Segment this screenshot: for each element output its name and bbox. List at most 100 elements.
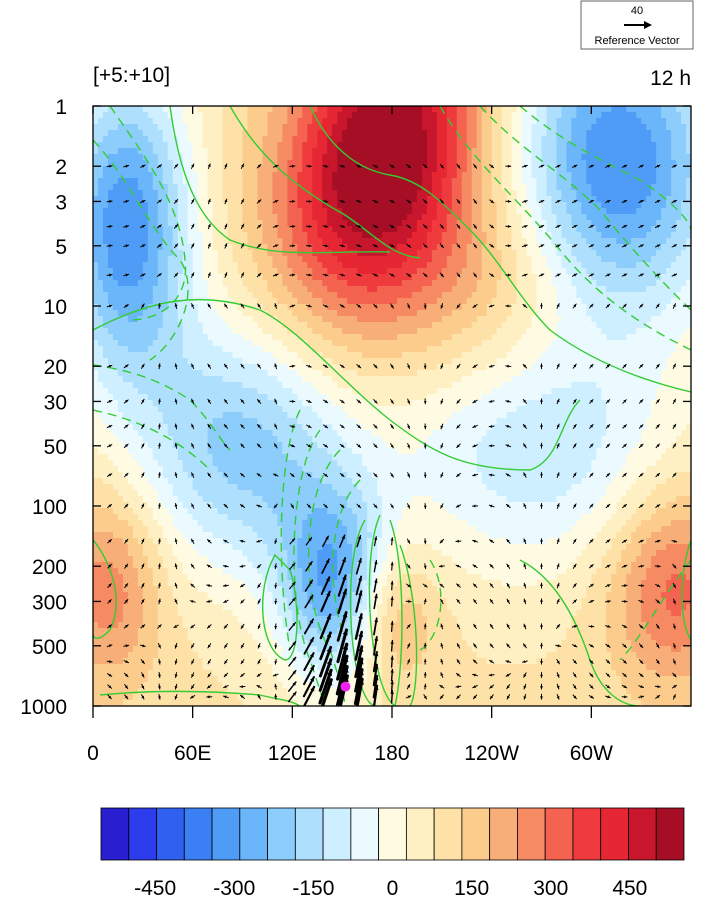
field-cell: [277, 226, 283, 233]
field-cell: [218, 256, 224, 263]
field-cell: [566, 328, 572, 335]
field-cell: [522, 286, 528, 293]
field-cell: [118, 256, 124, 263]
field-cell: [656, 112, 662, 119]
field-cell: [163, 220, 169, 227]
field-cell: [113, 172, 119, 179]
field-cell: [507, 136, 513, 143]
field-cell: [442, 142, 448, 149]
field-cell: [208, 286, 214, 293]
field-cell: [233, 328, 239, 335]
field-cell: [447, 322, 453, 329]
field-cell: [243, 232, 249, 239]
field-cell: [447, 298, 453, 305]
field-cell: [108, 280, 114, 287]
field-cell: [502, 118, 508, 125]
field-cell: [317, 112, 323, 119]
field-cell: [606, 148, 612, 155]
field-cell: [417, 226, 423, 233]
field-cell: [522, 154, 528, 161]
field-cell: [621, 334, 627, 341]
field-cell: [128, 208, 134, 215]
field-cell: [163, 286, 169, 293]
field-cell: [292, 118, 298, 125]
field-cell: [243, 352, 249, 359]
field-cell: [367, 310, 373, 317]
field-cell: [312, 208, 318, 215]
field-cell: [422, 238, 428, 245]
field-cell: [108, 292, 114, 299]
field-cell: [262, 232, 268, 239]
field-cell: [626, 238, 632, 245]
field-cell: [138, 268, 144, 275]
field-cell: [238, 214, 244, 221]
field-cell: [163, 142, 169, 149]
field-cell: [233, 232, 239, 239]
field-cell: [537, 292, 543, 299]
field-cell: [193, 166, 199, 173]
field-cell: [203, 274, 209, 281]
field-cell: [661, 268, 667, 275]
field-cell: [512, 190, 518, 197]
field-cell: [143, 232, 149, 239]
field-cell: [148, 280, 154, 287]
field-cell: [596, 160, 602, 167]
field-cell: [367, 262, 373, 269]
field-cell: [158, 112, 164, 119]
field-cell: [297, 124, 303, 131]
field-cell: [522, 202, 528, 209]
field-cell: [412, 316, 418, 323]
field-cell: [462, 130, 468, 137]
field-cell: [198, 280, 204, 287]
field-cell: [277, 184, 283, 191]
field-cell: [118, 274, 124, 281]
field-cell: [238, 310, 244, 317]
field-cell: [292, 238, 298, 245]
field-cell: [512, 316, 518, 323]
field-cell: [467, 316, 473, 323]
field-cell: [168, 214, 174, 221]
field-cell: [332, 160, 338, 167]
field-cell: [277, 298, 283, 305]
field-cell: [218, 274, 224, 281]
field-cell: [382, 202, 388, 209]
field-cell: [507, 124, 513, 131]
field-cell: [566, 148, 572, 155]
field-cell: [412, 118, 418, 125]
field-cell: [606, 316, 612, 323]
field-cell: [392, 280, 398, 287]
field-cell: [487, 208, 493, 215]
field-cell: [262, 136, 268, 143]
field-cell: [193, 172, 199, 179]
field-cell: [243, 208, 249, 215]
field-cell: [497, 328, 503, 335]
field-cell: [257, 292, 263, 299]
field-cell: [213, 274, 219, 281]
field-cell: [148, 238, 154, 245]
field-cell: [427, 136, 433, 143]
field-cell: [307, 118, 313, 125]
field-cell: [163, 292, 169, 299]
field-cell: [367, 340, 373, 347]
field-cell: [387, 316, 393, 323]
field-cell: [252, 112, 258, 119]
field-cell: [108, 334, 114, 341]
field-cell: [636, 238, 642, 245]
field-cell: [292, 262, 298, 269]
field-cell: [188, 334, 194, 341]
field-cell: [203, 346, 209, 353]
field-cell: [402, 304, 408, 311]
field-cell: [357, 334, 363, 341]
field-cell: [138, 292, 144, 299]
field-cell: [108, 310, 114, 317]
field-cell: [352, 196, 358, 203]
field-cell: [522, 256, 528, 263]
field-cell: [93, 106, 99, 113]
field-cell: [297, 136, 303, 143]
field-cell: [357, 316, 363, 323]
field-cell: [591, 268, 597, 275]
field-cell: [581, 130, 587, 137]
field-cell: [402, 310, 408, 317]
field-cell: [661, 178, 667, 185]
field-cell: [173, 190, 179, 197]
